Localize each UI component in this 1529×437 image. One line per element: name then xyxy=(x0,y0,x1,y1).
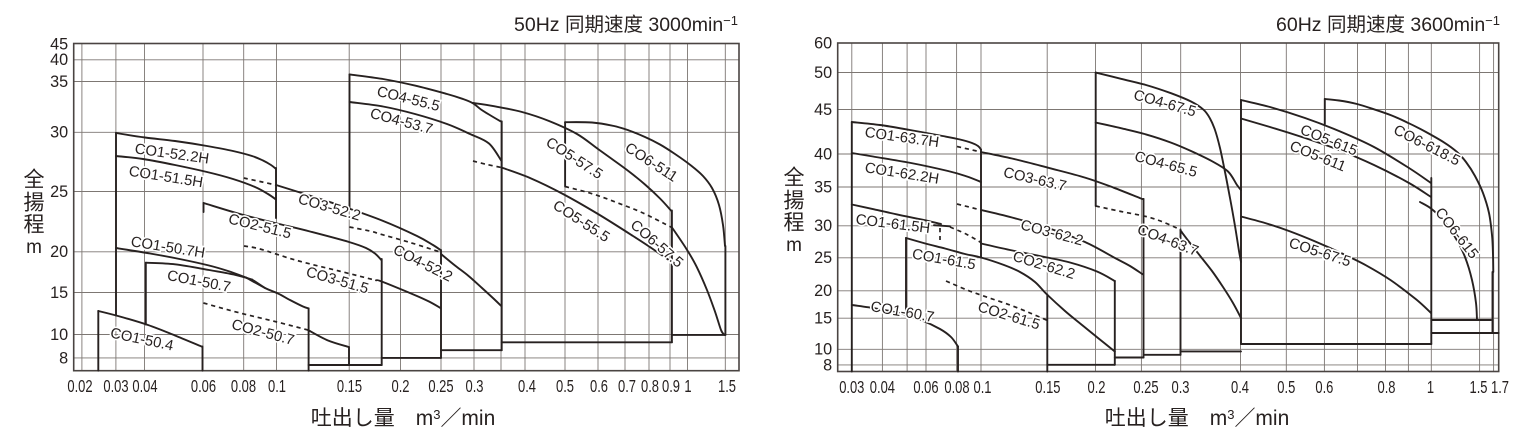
svg-text:40: 40 xyxy=(814,145,832,163)
svg-text:0.3: 0.3 xyxy=(1172,377,1190,397)
svg-text:20: 20 xyxy=(814,282,832,300)
svg-text:1.7: 1.7 xyxy=(1491,377,1509,397)
svg-text:25: 25 xyxy=(50,183,68,201)
svg-text:0.5: 0.5 xyxy=(556,376,574,396)
svg-text:程: 程 xyxy=(24,214,45,237)
svg-text:0.04: 0.04 xyxy=(132,376,157,396)
svg-text:0.15: 0.15 xyxy=(337,376,362,396)
svg-text:揚: 揚 xyxy=(784,190,805,213)
svg-text:0.06: 0.06 xyxy=(191,376,216,396)
svg-text:揚: 揚 xyxy=(24,192,45,215)
svg-text:15: 15 xyxy=(814,310,832,328)
svg-text:0.2: 0.2 xyxy=(392,376,410,396)
svg-text:m: m xyxy=(26,237,42,258)
svg-text:0.6: 0.6 xyxy=(590,376,608,396)
svg-text:1: 1 xyxy=(684,376,691,396)
svg-text:0.02: 0.02 xyxy=(67,376,92,396)
svg-text:60: 60 xyxy=(814,34,832,52)
svg-text:1.5: 1.5 xyxy=(718,376,736,396)
svg-text:50Hz 同期速度 3000min−1: 50Hz 同期速度 3000min−1 xyxy=(514,13,738,36)
svg-text:0.4: 0.4 xyxy=(1231,377,1249,397)
svg-text:0.03: 0.03 xyxy=(103,376,128,396)
svg-text:1.5: 1.5 xyxy=(1470,377,1488,397)
svg-text:0.7: 0.7 xyxy=(618,376,636,396)
svg-text:10: 10 xyxy=(814,341,832,359)
svg-text:0.8: 0.8 xyxy=(1378,377,1396,397)
svg-text:1: 1 xyxy=(1427,377,1434,397)
svg-text:0.25: 0.25 xyxy=(428,376,453,396)
svg-text:8: 8 xyxy=(823,356,832,374)
svg-text:吐出し量 m3／min: 吐出し量 m3／min xyxy=(311,407,496,430)
svg-text:0.8: 0.8 xyxy=(641,376,659,396)
svg-text:0.03: 0.03 xyxy=(839,377,864,397)
svg-text:吐出し量 m3／min: 吐出し量 m3／min xyxy=(1105,407,1290,430)
svg-text:0.1: 0.1 xyxy=(974,377,992,397)
svg-text:0.25: 0.25 xyxy=(1133,377,1158,397)
svg-text:0.04: 0.04 xyxy=(870,377,895,397)
svg-text:45: 45 xyxy=(50,35,68,53)
svg-text:0.1: 0.1 xyxy=(268,376,286,396)
svg-text:30: 30 xyxy=(814,217,832,235)
svg-text:60Hz 同期速度 3600min−1: 60Hz 同期速度 3600min−1 xyxy=(1276,13,1500,36)
svg-text:8: 8 xyxy=(59,349,68,367)
svg-text:35: 35 xyxy=(50,73,68,91)
svg-text:全: 全 xyxy=(784,167,805,190)
svg-text:0.08: 0.08 xyxy=(944,377,969,397)
svg-text:0.6: 0.6 xyxy=(1315,377,1333,397)
svg-text:0.08: 0.08 xyxy=(231,376,256,396)
svg-text:50: 50 xyxy=(814,64,832,82)
svg-text:20: 20 xyxy=(50,243,68,261)
svg-text:0.3: 0.3 xyxy=(466,376,484,396)
svg-text:25: 25 xyxy=(814,249,832,267)
svg-text:0.2: 0.2 xyxy=(1088,377,1106,397)
svg-text:45: 45 xyxy=(814,101,832,119)
svg-text:30: 30 xyxy=(50,124,68,142)
svg-text:m: m xyxy=(786,235,802,256)
svg-text:0.4: 0.4 xyxy=(518,376,536,396)
svg-text:全: 全 xyxy=(24,169,45,192)
svg-text:15: 15 xyxy=(50,284,68,302)
svg-text:0.15: 0.15 xyxy=(1035,377,1060,397)
svg-text:0.9: 0.9 xyxy=(662,376,680,396)
svg-text:0.06: 0.06 xyxy=(913,377,938,397)
svg-text:0.5: 0.5 xyxy=(1277,377,1295,397)
svg-text:程: 程 xyxy=(784,212,805,235)
svg-text:40: 40 xyxy=(50,51,68,69)
svg-text:10: 10 xyxy=(50,326,68,344)
svg-text:35: 35 xyxy=(814,178,832,196)
